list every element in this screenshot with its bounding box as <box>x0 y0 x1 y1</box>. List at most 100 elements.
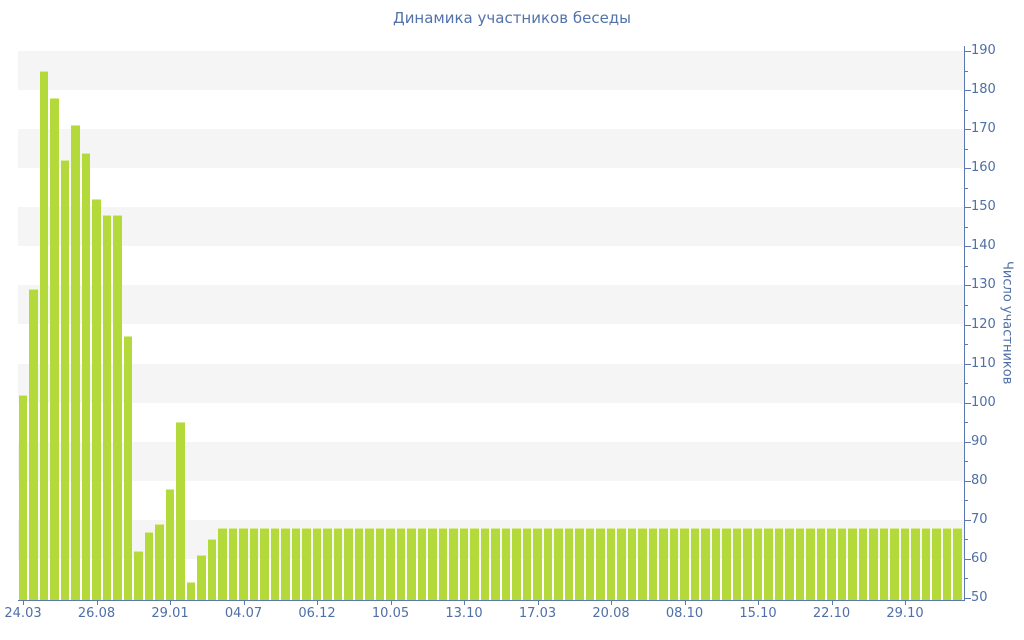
y-tick-label: 120 <box>971 316 996 332</box>
bar <box>50 97 59 600</box>
bar <box>344 527 353 600</box>
y-minor-tick <box>965 148 968 150</box>
y-tick <box>965 90 971 92</box>
bar <box>785 527 794 600</box>
bar <box>617 527 626 600</box>
bar <box>60 160 70 600</box>
x-tick-label: 29.10 <box>886 606 924 621</box>
x-tick-label: 13.10 <box>445 606 483 621</box>
bar <box>606 527 616 600</box>
y-minor-tick <box>965 344 968 346</box>
bar <box>323 527 332 600</box>
chart-title: Динамика участников беседы <box>392 9 632 27</box>
bar <box>260 527 269 600</box>
y-tick <box>965 285 971 287</box>
x-tick-label: 24.03 <box>4 606 42 621</box>
bar <box>218 527 227 600</box>
bar <box>354 527 364 600</box>
bar <box>522 527 532 600</box>
y-minor-tick <box>965 265 968 267</box>
bar <box>858 527 868 600</box>
bar <box>501 527 511 600</box>
bar <box>701 527 710 600</box>
bar <box>176 422 185 600</box>
bar <box>848 527 857 600</box>
x-tick-label: 06.12 <box>298 606 336 621</box>
bar <box>669 527 679 600</box>
bar <box>890 527 899 600</box>
y-tick-label: 130 <box>971 277 996 293</box>
bar <box>29 289 38 600</box>
y-tick <box>965 441 971 443</box>
y-tick-label: 180 <box>971 82 996 98</box>
grid-band <box>18 51 964 91</box>
x-tick <box>464 601 465 605</box>
y-tick-label: 150 <box>971 199 996 215</box>
bar <box>575 527 584 600</box>
y-minor-tick <box>965 70 968 72</box>
bar <box>102 215 112 600</box>
bar <box>365 527 374 600</box>
bar <box>711 527 721 600</box>
bar <box>123 336 133 600</box>
bar <box>911 527 920 600</box>
bar <box>417 527 427 600</box>
x-tick <box>684 601 686 605</box>
bar <box>480 527 490 600</box>
bar <box>953 527 962 600</box>
bar <box>627 527 637 600</box>
y-tick-label: 170 <box>971 121 996 137</box>
y-minor-tick <box>965 422 968 424</box>
bar <box>312 527 322 600</box>
bar <box>921 527 931 600</box>
bar <box>837 527 847 600</box>
y-tick-label: 110 <box>971 355 996 371</box>
bar <box>932 527 941 600</box>
bar <box>18 394 28 600</box>
bar <box>806 527 815 600</box>
bar <box>165 488 175 600</box>
y-tick-label: 60 <box>971 550 988 566</box>
bar <box>459 527 469 600</box>
bar <box>869 527 878 600</box>
bar <box>596 527 605 600</box>
bar <box>764 527 773 600</box>
y-tick <box>965 480 971 482</box>
grid-band <box>18 441 964 481</box>
y-tick-label: 70 <box>971 511 988 527</box>
bar <box>144 531 154 600</box>
y-tick <box>965 246 971 248</box>
y-tick-label: 190 <box>971 43 996 58</box>
x-tick <box>537 601 539 605</box>
bar <box>239 527 248 600</box>
bar <box>270 527 280 600</box>
x-tick-label: 17.03 <box>518 606 557 621</box>
y-axis-title-box: Число участников <box>995 46 1019 600</box>
y-axis-line <box>964 46 965 601</box>
x-tick <box>243 601 245 605</box>
y-axis-title: Число участников <box>999 261 1015 385</box>
bar <box>659 527 668 600</box>
x-tick <box>170 601 171 605</box>
y-tick <box>965 129 971 131</box>
x-tick-label: 10.05 <box>371 606 410 621</box>
bar <box>470 527 479 600</box>
y-minor-tick <box>965 109 968 111</box>
y-tick <box>965 519 971 521</box>
y-tick <box>965 598 971 599</box>
bar <box>333 527 343 600</box>
bar <box>554 527 563 600</box>
bar <box>827 527 836 600</box>
bar <box>155 523 164 600</box>
x-tick <box>390 601 392 605</box>
y-tick-label: 80 <box>971 472 988 488</box>
bar <box>249 527 259 600</box>
y-tick <box>965 402 971 404</box>
grid-band <box>18 207 964 247</box>
x-tick-label: 22.10 <box>812 606 851 621</box>
bar <box>743 527 752 600</box>
y-tick <box>965 558 971 560</box>
bar <box>134 551 143 600</box>
